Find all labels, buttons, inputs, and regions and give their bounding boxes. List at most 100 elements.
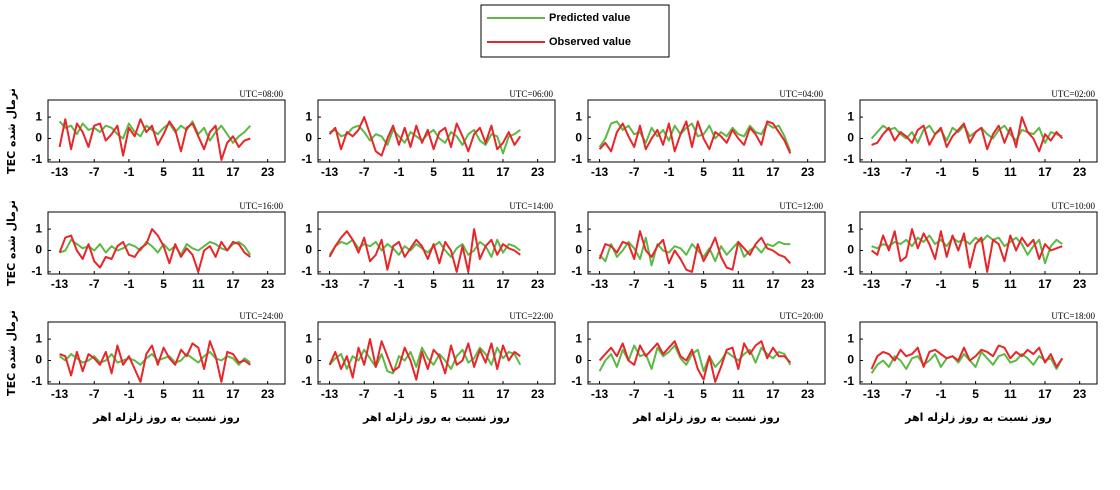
- y-tick-label: 1: [305, 109, 312, 123]
- panel-title: UTC=14:00: [509, 201, 553, 211]
- x-tick-label: -1: [394, 387, 405, 401]
- y-tick-label: 1: [305, 331, 312, 345]
- y-tick-label: 0: [305, 353, 312, 367]
- x-tick-label: 17: [496, 277, 510, 291]
- x-tick-label: 23: [801, 387, 815, 401]
- x-tick-label: -7: [359, 277, 370, 291]
- x-tick-label: 17: [766, 165, 780, 179]
- x-tick-label: -1: [664, 165, 675, 179]
- data-line: [598, 230, 792, 273]
- data-line: [328, 338, 521, 381]
- x-tick-label: 11: [1004, 165, 1017, 179]
- x-tick-label: -13: [591, 277, 609, 291]
- y-tick-label: -1: [571, 152, 582, 166]
- plot-frame: [587, 321, 826, 385]
- x-tick-label: -7: [359, 165, 370, 179]
- x-axis-label: روز نسبت به روز زلزله اهر: [362, 411, 510, 424]
- data-line: [870, 228, 1063, 273]
- data-line: [59, 238, 252, 256]
- panel-title: UTC=18:00: [1051, 311, 1095, 321]
- plot-frame: [47, 211, 286, 275]
- x-tick-label: 5: [160, 165, 167, 179]
- x-tick-label: 5: [430, 277, 437, 291]
- x-tick-label: 23: [531, 387, 545, 401]
- y-tick-label: 0: [575, 131, 582, 145]
- x-tick-label: -1: [936, 277, 947, 291]
- x-tick-label: -13: [321, 277, 339, 291]
- y-tick-label: -1: [31, 264, 42, 278]
- data-line: [59, 340, 251, 383]
- y-tick-label: 1: [575, 331, 582, 345]
- x-tick-label: -7: [89, 387, 100, 401]
- x-tick-label: 17: [1038, 165, 1052, 179]
- y-tick-label: -1: [843, 374, 854, 388]
- y-tick-label: 0: [847, 131, 854, 145]
- x-tick-label: -7: [629, 277, 640, 291]
- data-line: [58, 118, 251, 161]
- x-tick-label: 17: [496, 165, 510, 179]
- x-tick-label: -13: [321, 165, 339, 179]
- x-tick-label: 5: [160, 277, 167, 291]
- x-tick-label: 5: [430, 165, 437, 179]
- x-tick-label: -13: [863, 387, 881, 401]
- x-tick-label: 5: [700, 165, 707, 179]
- panel-title: UTC=22:00: [509, 311, 553, 321]
- data-line: [598, 340, 792, 383]
- x-tick-label: -7: [901, 387, 912, 401]
- x-axis-label: روز نسبت به روز زلزله اهر: [632, 411, 780, 424]
- panel-title: UTC=08:00: [239, 89, 283, 99]
- x-tick-label: 17: [496, 387, 510, 401]
- panel-title: UTC=12:00: [779, 201, 823, 211]
- x-tick-label: 5: [700, 387, 707, 401]
- y-tick-label: 1: [847, 109, 854, 123]
- x-tick-label: -1: [394, 277, 405, 291]
- x-tick-label: 5: [972, 277, 979, 291]
- y-tick-label: 1: [575, 221, 582, 235]
- data-line: [870, 344, 1064, 370]
- x-tick-label: -1: [664, 387, 675, 401]
- y-axis-label: TEC نرمال شده: [5, 310, 18, 396]
- y-tick-label: 1: [847, 221, 854, 235]
- y-tick-label: 1: [35, 221, 42, 235]
- y-tick-label: 1: [575, 109, 582, 123]
- y-tick-label: 0: [305, 243, 312, 257]
- x-tick-label: -7: [629, 165, 640, 179]
- x-tick-label: -7: [89, 277, 100, 291]
- x-tick-label: 17: [1038, 387, 1052, 401]
- x-tick-label: 23: [261, 277, 275, 291]
- y-tick-label: 0: [35, 131, 42, 145]
- x-tick-label: 23: [801, 277, 815, 291]
- x-tick-label: 5: [972, 165, 979, 179]
- x-tick-label: 23: [261, 387, 275, 401]
- y-tick-label: 0: [847, 243, 854, 257]
- data-line: [598, 120, 792, 154]
- x-tick-label: 17: [226, 277, 240, 291]
- y-tick-label: 0: [575, 353, 582, 367]
- x-tick-label: -13: [591, 165, 609, 179]
- x-tick-label: 17: [226, 387, 240, 401]
- y-tick-label: -1: [571, 264, 582, 278]
- x-tick-label: -1: [936, 387, 947, 401]
- data-line: [598, 344, 792, 373]
- x-tick-label: 11: [732, 165, 745, 179]
- x-tick-label: 5: [430, 387, 437, 401]
- x-tick-label: 17: [1038, 277, 1052, 291]
- plot-frame: [47, 99, 286, 163]
- x-tick-label: -1: [124, 165, 135, 179]
- y-axis-label: TEC نرمال شده: [5, 200, 18, 286]
- x-tick-label: 11: [732, 277, 745, 291]
- data-line: [871, 234, 1063, 265]
- y-tick-label: -1: [301, 264, 312, 278]
- x-tick-label: 23: [1073, 165, 1087, 179]
- x-tick-label: 17: [226, 165, 240, 179]
- x-tick-label: 23: [1073, 277, 1087, 291]
- y-tick-label: 0: [305, 131, 312, 145]
- x-tick-label: 17: [766, 277, 780, 291]
- y-tick-label: 0: [575, 243, 582, 257]
- panel-title: UTC=24:00: [239, 311, 283, 321]
- x-tick-label: -1: [664, 277, 675, 291]
- y-tick-label: 1: [305, 221, 312, 235]
- panel-title: UTC=16:00: [239, 201, 283, 211]
- x-tick-label: -7: [629, 387, 640, 401]
- data-line: [328, 116, 522, 157]
